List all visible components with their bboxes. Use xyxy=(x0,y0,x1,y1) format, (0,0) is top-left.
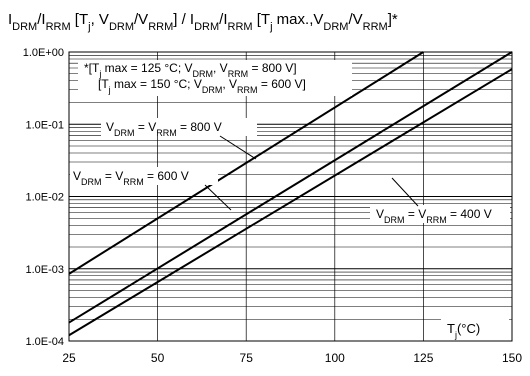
note-line2: [Tj max = 150 °C; VDRM, VRRM = 600 V] xyxy=(98,77,306,95)
x-axis-unit-label-part: j xyxy=(454,330,457,340)
note-line1-part: DRM xyxy=(193,69,214,79)
note-line1-part: = 800 V] xyxy=(248,61,296,75)
chart-title-part: RRM xyxy=(148,21,173,33)
series-lines xyxy=(68,51,513,337)
chart-title-part: j xyxy=(87,21,90,33)
chart-title-part: DRM xyxy=(194,21,219,33)
series-line-1 xyxy=(68,51,424,275)
y-tick-label: 1.0E-02 xyxy=(25,192,64,204)
label-800v-leader xyxy=(219,135,257,160)
y-tick-label: 1.0E-04 xyxy=(25,336,64,348)
x-tick-label: 125 xyxy=(413,351,433,365)
note-line2-part: max = 150 °C; V xyxy=(111,77,202,91)
x-tick-label: 75 xyxy=(240,351,254,365)
label-400v-background xyxy=(370,205,510,223)
y-axis-tick-labels: 1.0E-04 1.0E-03 1.0E-02 1.0E-01 1.0E+00 xyxy=(23,47,64,348)
chart-title-part: RRM xyxy=(363,21,388,33)
label-600v-part: RRM xyxy=(123,177,144,187)
note-line1-part: max = 125 °C; V xyxy=(101,61,192,75)
chart-title-part: /I xyxy=(37,11,45,28)
chart-title-part: [T xyxy=(253,11,271,28)
label-400v-part: = V xyxy=(405,207,427,221)
x-tick-label: 100 xyxy=(325,351,345,365)
x-axis-unit-label-part: (°C) xyxy=(457,321,480,336)
series-line-2 xyxy=(68,51,513,324)
label-600v-part: = V xyxy=(102,169,124,183)
chart-title-part: /V xyxy=(134,11,148,28)
chart-title-part: /I xyxy=(219,11,227,28)
label-600v-background xyxy=(70,167,218,185)
chart-title-part: [T xyxy=(71,11,89,28)
label-400v-part: DRM xyxy=(384,215,405,225)
x-axis-unit-label-part: T xyxy=(447,321,455,336)
annotations: *[Tj max = 125 °C; VDRM, VRRM = 800 V][T… xyxy=(70,60,510,340)
x-tick-label: 25 xyxy=(62,351,76,365)
note-line2-part: RRM xyxy=(237,85,258,95)
y-tick-label: 1.0E-01 xyxy=(25,119,64,131)
label-800v-part: DRM xyxy=(114,128,135,138)
label-400v-part: = 400 V xyxy=(447,207,492,221)
note-line1-part: RRM xyxy=(228,69,249,79)
label-400v-leader xyxy=(391,177,419,207)
note-line2-part: [T xyxy=(98,77,109,91)
label-400v-part: RRM xyxy=(426,215,447,225)
chart-title-part: DRM xyxy=(323,21,348,33)
chart-title-part: /V xyxy=(348,11,362,28)
chart-title: IDRM/IRRM [Tj, VDRM/VRRM] / IDRM/IRRM [T… xyxy=(8,11,398,33)
x-axis-tick-labels: 25 50 75 100 125 150 xyxy=(62,351,522,365)
label-800v-part: RRM xyxy=(156,128,177,138)
chart-title-part: DRM xyxy=(12,21,37,33)
x-tick-label: 50 xyxy=(151,351,165,365)
y-tick-label: 1.0E-03 xyxy=(25,264,64,276)
note-line1-part: *[T xyxy=(84,61,100,75)
label-800v-background xyxy=(101,118,257,136)
x-axis-unit-background xyxy=(441,318,509,338)
label-600v: VDRM = VRRM = 600 V xyxy=(73,169,189,187)
label-800v-part: = V xyxy=(135,120,157,134)
note-line2-part: j xyxy=(108,85,111,95)
chart-title-part: max.,V xyxy=(273,11,324,28)
note-line1: *[Tj max = 125 °C; VDRM, VRRM = 800 V] xyxy=(84,61,297,79)
series-line-3 xyxy=(68,68,513,337)
chart-title-part: j xyxy=(269,21,272,33)
note-line1-part: j xyxy=(98,69,101,79)
x-tick-label: 150 xyxy=(502,351,522,365)
chart-title-part: , V xyxy=(91,11,109,28)
note-line2-part: , V xyxy=(222,77,237,91)
chart-title-part: RRM xyxy=(228,21,253,33)
label-400v: VDRM = VRRM = 400 V xyxy=(376,207,492,225)
chart-title-part: DRM xyxy=(109,21,134,33)
label-800v: VDRM = VRRM = 800 V xyxy=(106,120,222,138)
chart-title-part: ]* xyxy=(388,11,398,28)
chart-title-part: RRM xyxy=(46,21,71,33)
label-800v-part: = 800 V xyxy=(177,120,222,134)
label-600v-part: V xyxy=(73,169,81,183)
label-600v-part: DRM xyxy=(81,177,102,187)
label-600v-part: = 600 V xyxy=(144,169,189,183)
plot-area-frame xyxy=(68,51,513,342)
label-400v-part: V xyxy=(376,207,384,221)
x-axis-unit-label: Tj(°C) xyxy=(447,321,480,340)
y-tick-label: 1.0E+00 xyxy=(23,47,64,59)
chart-title-part: ] / I xyxy=(173,11,194,28)
note-line1-part: , V xyxy=(213,61,228,75)
note-line1-background xyxy=(78,60,352,96)
chart-title-part: I xyxy=(8,11,12,28)
label-600v-leader xyxy=(204,184,232,211)
note-line2-part: DRM xyxy=(202,85,223,95)
label-800v-part: V xyxy=(106,120,114,134)
note-line2-part: = 600 V] xyxy=(258,77,306,91)
